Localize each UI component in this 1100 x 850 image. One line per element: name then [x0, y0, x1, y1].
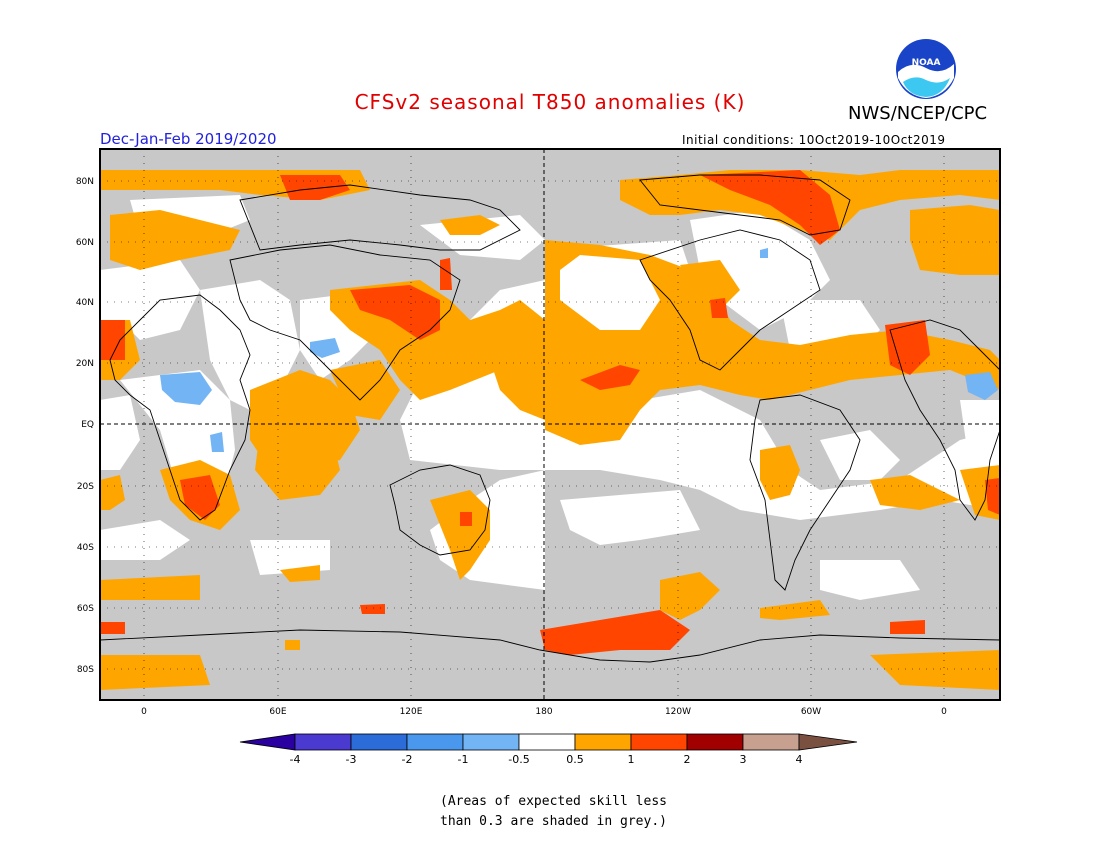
colorbar-swatch	[462, 733, 520, 751]
colorbar-label: -4	[290, 753, 301, 766]
svg-text:NOAA: NOAA	[912, 58, 941, 68]
lat-label: 20S	[77, 482, 94, 492]
lon-label: 60W	[801, 707, 821, 717]
colorbar-swatch	[630, 733, 688, 751]
lat-label: EQ	[81, 420, 94, 430]
colorbar-label: -0.5	[508, 753, 529, 766]
lightblue-regions	[160, 248, 998, 452]
lon-label: 180	[535, 707, 552, 717]
skill-note-line1: (Areas of expected skill less	[440, 794, 667, 809]
initial-conditions-label: Initial conditions: 10Oct2019-10Oct2019	[682, 133, 946, 147]
colorbar-swatch	[742, 733, 800, 751]
colorbar-label: 3	[740, 753, 747, 766]
colorbar-arrow-left	[239, 733, 296, 751]
lat-label: 40S	[77, 543, 94, 553]
colorbar-swatch	[350, 733, 408, 751]
noaa-logo-icon: NOAA	[896, 39, 956, 99]
lon-label: 0	[141, 707, 147, 717]
lat-label: 80N	[76, 177, 94, 187]
colorbar-label: -3	[346, 753, 357, 766]
colorbar-label: 1	[628, 753, 635, 766]
coastlines	[100, 174, 1000, 663]
lon-label: 120W	[665, 707, 691, 717]
lat-label: 60S	[77, 604, 94, 614]
colorbar-swatch	[574, 733, 632, 751]
colorbar-arrow-right	[798, 733, 858, 751]
colorbar-swatch	[406, 733, 464, 751]
lon-label: 120E	[400, 707, 423, 717]
lat-label: 60N	[76, 238, 94, 248]
colorbar-swatch	[518, 733, 576, 751]
gridlines	[100, 149, 1000, 700]
org-label: NWS/NCEP/CPC	[848, 103, 988, 124]
colorbar-label: -1	[458, 753, 469, 766]
red-regions	[100, 170, 1000, 655]
colorbar-swatch	[294, 733, 352, 751]
lat-label: 80S	[77, 665, 94, 675]
map-frame	[99, 148, 1001, 701]
colorbar-label: 2	[684, 753, 691, 766]
map-title: CFSv2 seasonal T850 anomalies (K)	[354, 90, 746, 114]
colorbar-label: 4	[796, 753, 803, 766]
colorbar: -4 -3 -2 -1 -0.5 0.5 1 2 3 4	[239, 733, 858, 766]
season-label: Dec-Jan-Feb 2019/2020	[100, 130, 277, 148]
skill-note: (Areas of expected skill less than 0.3 a…	[440, 792, 760, 832]
colorbar-label: 0.5	[566, 753, 584, 766]
lat-label: 20N	[76, 359, 94, 369]
colorbar-swatch	[686, 733, 744, 751]
skill-note-line2: than 0.3 are shaded in grey.)	[440, 814, 667, 829]
lon-label: 60E	[269, 707, 286, 717]
lat-label: 40N	[76, 298, 94, 308]
colorbar-label: -2	[402, 753, 413, 766]
lon-label: 0	[941, 707, 947, 717]
